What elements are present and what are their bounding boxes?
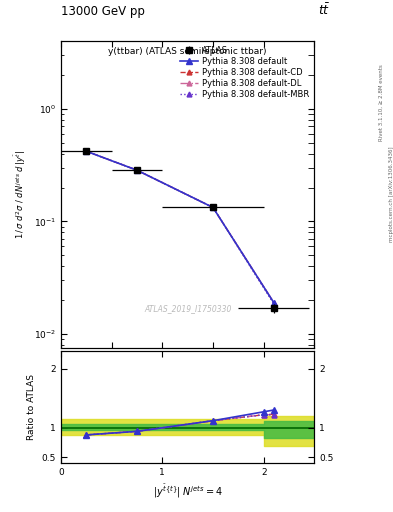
Line: Pythia 8.308 default-MBR: Pythia 8.308 default-MBR xyxy=(84,149,276,306)
Pythia 8.308 default-DL xyxy=(84,148,89,154)
Pythia 8.308 default-DL xyxy=(272,300,276,306)
Pythia 8.308 default-CD xyxy=(272,300,276,306)
Pythia 8.308 default-CD xyxy=(211,204,215,210)
Pythia 8.308 default-CD xyxy=(135,167,140,173)
Pythia 8.308 default-MBR xyxy=(84,148,89,154)
Line: Pythia 8.308 default-CD: Pythia 8.308 default-CD xyxy=(84,149,276,305)
Line: Pythia 8.308 default-DL: Pythia 8.308 default-DL xyxy=(84,149,276,305)
Pythia 8.308 default xyxy=(84,148,89,154)
Pythia 8.308 default-MBR xyxy=(135,167,140,173)
Text: $t\bar{t}$: $t\bar{t}$ xyxy=(318,3,331,18)
Pythia 8.308 default-DL xyxy=(211,204,215,210)
Y-axis label: $1\,/\,\sigma\;d^2\sigma\;/\;d\,N^{jets}\;d\,|y^{\bar{t}}|$: $1\,/\,\sigma\;d^2\sigma\;/\;d\,N^{jets}… xyxy=(13,150,28,239)
Pythia 8.308 default-MBR xyxy=(272,301,276,307)
Pythia 8.308 default-DL xyxy=(135,167,140,173)
Line: Pythia 8.308 default: Pythia 8.308 default xyxy=(83,148,277,306)
Text: 13000 GeV pp: 13000 GeV pp xyxy=(61,5,145,18)
Text: y(ttbar) (ATLAS semileptonic ttbar): y(ttbar) (ATLAS semileptonic ttbar) xyxy=(108,47,267,56)
Y-axis label: Ratio to ATLAS: Ratio to ATLAS xyxy=(27,374,36,440)
Legend: ATLAS, Pythia 8.308 default, Pythia 8.308 default-CD, Pythia 8.308 default-DL, P: ATLAS, Pythia 8.308 default, Pythia 8.30… xyxy=(177,44,312,102)
Text: Rivet 3.1.10, ≥ 2.8M events: Rivet 3.1.10, ≥ 2.8M events xyxy=(379,64,384,141)
Pythia 8.308 default xyxy=(211,204,215,210)
Text: ATLAS_2019_I1750330: ATLAS_2019_I1750330 xyxy=(144,304,231,313)
Pythia 8.308 default xyxy=(135,167,140,173)
Pythia 8.308 default xyxy=(272,300,276,306)
Text: mcplots.cern.ch [arXiv:1306.3436]: mcplots.cern.ch [arXiv:1306.3436] xyxy=(389,147,393,242)
X-axis label: $|y^{\bar{t}\{t\}}|\;N^{jets} = 4$: $|y^{\bar{t}\{t\}}|\;N^{jets} = 4$ xyxy=(152,483,223,500)
Pythia 8.308 default-CD xyxy=(84,148,89,154)
Pythia 8.308 default-MBR xyxy=(211,204,215,210)
